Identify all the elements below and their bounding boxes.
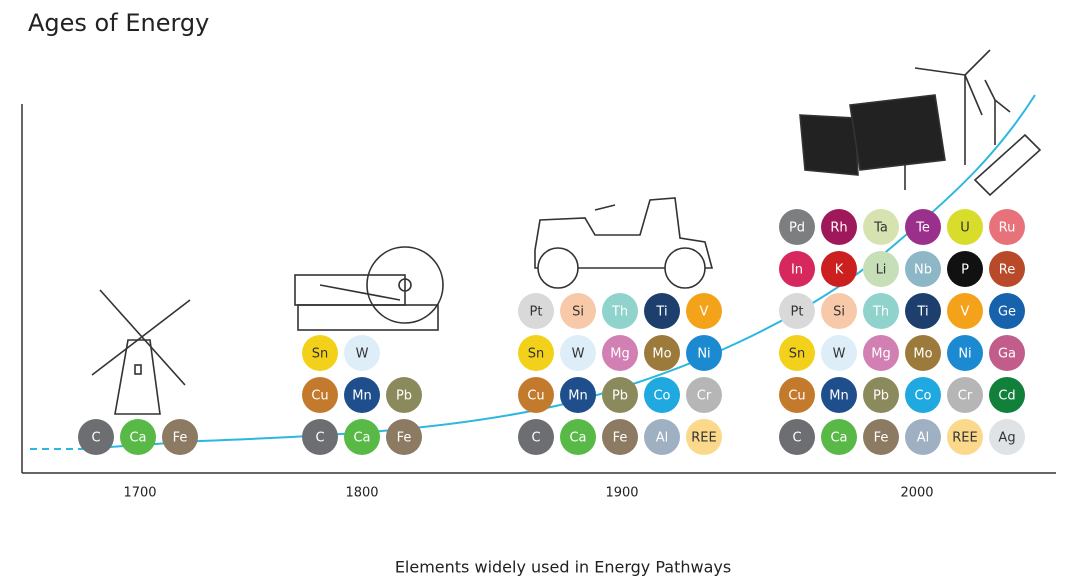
element-symbol: Th <box>611 305 628 320</box>
element-symbol: Mg <box>871 347 890 362</box>
element-symbol: Ca <box>830 431 847 446</box>
element-symbol: C <box>792 431 801 446</box>
element-symbol: Si <box>833 305 845 320</box>
element-symbol: Mn <box>568 389 587 404</box>
element-symbol: Ru <box>999 221 1016 236</box>
element-symbol: REE <box>952 431 977 446</box>
element-symbol: W <box>572 347 585 362</box>
steam-engine-icon <box>295 247 443 330</box>
era-label: 1700 <box>123 486 156 501</box>
era-label: 1900 <box>605 486 638 501</box>
element-symbol: Pb <box>612 389 628 404</box>
element-symbol: Ti <box>916 305 928 320</box>
element-symbol: Cr <box>958 389 973 404</box>
element-symbol: Ca <box>129 431 146 446</box>
element-symbol: Re <box>999 263 1015 278</box>
era-label: 1800 <box>345 486 378 501</box>
era-label: 2000 <box>900 486 933 501</box>
element-symbol: Cr <box>697 389 712 404</box>
element-symbol: Sn <box>528 347 545 362</box>
element-symbol: Mo <box>652 347 671 362</box>
element-symbol: Pb <box>396 389 412 404</box>
element-symbol: In <box>791 263 803 278</box>
element-symbol: Mo <box>913 347 932 362</box>
car-icon <box>535 198 712 288</box>
element-symbol: C <box>531 431 540 446</box>
element-symbol: Pd <box>789 221 805 236</box>
element-symbol: Ca <box>353 431 370 446</box>
element-symbol: Si <box>572 305 584 320</box>
element-symbol: Fe <box>173 431 188 446</box>
element-symbol: Co <box>653 389 670 404</box>
element-symbol: P <box>961 263 969 278</box>
element-symbol: Mg <box>610 347 629 362</box>
element-symbol: Li <box>876 263 887 278</box>
element-symbol: Cd <box>998 389 1015 404</box>
element-symbol: W <box>356 347 369 362</box>
element-symbol: REE <box>691 431 716 446</box>
element-symbol: Ge <box>998 305 1016 320</box>
element-symbol: Pt <box>530 305 543 320</box>
element-symbol: Cu <box>788 389 805 404</box>
element-symbol: Nb <box>914 263 932 278</box>
caption: Elements widely used in Energy Pathways <box>395 558 731 577</box>
element-symbol: Th <box>872 305 889 320</box>
element-symbol: Mn <box>829 389 848 404</box>
element-symbol: Cu <box>527 389 544 404</box>
element-symbol: Co <box>914 389 931 404</box>
renewables-icon <box>800 50 1040 195</box>
element-symbol: Al <box>656 431 669 446</box>
element-symbol: Al <box>917 431 930 446</box>
element-symbol: V <box>700 305 709 320</box>
element-symbol: Fe <box>397 431 412 446</box>
infographic: Ages of Energy 1700 C Ca Fe 1800 Sn W Cu Mn Pb C Ca… <box>0 0 1066 580</box>
windmill-icon <box>92 290 190 414</box>
element-symbol: Rh <box>830 221 847 236</box>
element-symbol: Fe <box>613 431 628 446</box>
element-symbol: Ti <box>655 305 667 320</box>
element-symbol: V <box>961 305 970 320</box>
element-symbol: W <box>833 347 846 362</box>
element-symbol: C <box>91 431 100 446</box>
element-symbol: Sn <box>789 347 806 362</box>
element-symbol: Ni <box>958 347 971 362</box>
element-symbol: Mn <box>352 389 371 404</box>
element-symbol: Sn <box>312 347 329 362</box>
element-symbol: U <box>960 221 970 236</box>
element-symbol: Ca <box>569 431 586 446</box>
element-symbol: Ta <box>873 221 888 236</box>
element-symbol: Fe <box>874 431 889 446</box>
element-symbol: Pt <box>791 305 804 320</box>
title: Ages of Energy <box>28 9 209 37</box>
element-symbol: Ga <box>998 347 1016 362</box>
element-symbol: Ag <box>998 431 1015 446</box>
element-symbol: Pb <box>873 389 889 404</box>
element-symbol: Cu <box>311 389 328 404</box>
element-symbol: Ni <box>697 347 710 362</box>
element-symbol: C <box>315 431 324 446</box>
element-symbol: Te <box>915 221 930 236</box>
element-symbol: K <box>835 263 844 278</box>
